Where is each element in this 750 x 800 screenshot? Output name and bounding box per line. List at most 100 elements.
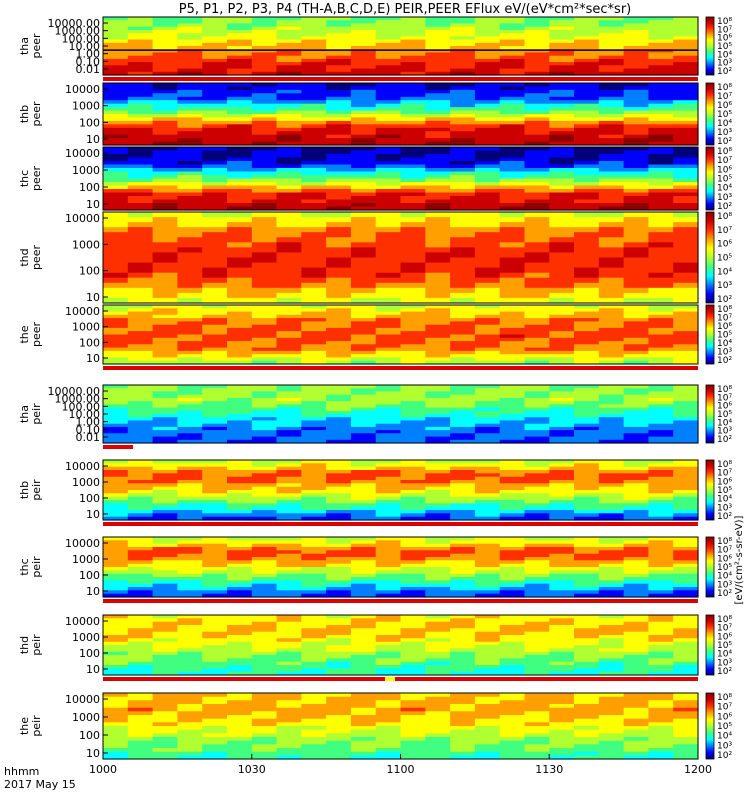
panel-probe-label: tha	[18, 405, 31, 423]
heatmap-cell	[450, 33, 476, 37]
heatmap-cell	[400, 463, 426, 468]
heatmap-cell	[375, 711, 402, 716]
heatmap-cell	[326, 628, 352, 633]
heatmap-cell	[326, 262, 352, 269]
heatmap-cell	[648, 423, 674, 428]
heatmap-cell	[350, 39, 377, 44]
heatmap-cell	[276, 350, 302, 355]
heatmap-cell	[227, 344, 253, 349]
heatmap-cell	[598, 65, 625, 70]
heatmap-cell	[623, 503, 649, 508]
heatmap-cell	[450, 430, 476, 434]
heatmap-cell	[450, 496, 476, 501]
heatmap-cell	[350, 496, 377, 501]
heatmap-cell	[673, 199, 699, 204]
heatmap-cell	[127, 192, 154, 197]
heatmap-cell	[450, 150, 476, 155]
heatmap-cell	[301, 641, 327, 646]
heatmap-cell	[326, 292, 352, 299]
heatmap-cell	[598, 722, 625, 727]
heatmap-cell	[450, 147, 476, 152]
heatmap-cell	[598, 161, 625, 166]
heatmap-cell	[673, 748, 699, 753]
heatmap-cell	[524, 247, 550, 254]
heatmap-cell	[425, 751, 451, 756]
heatmap-cell	[276, 347, 302, 352]
heatmap-cell	[350, 314, 377, 319]
heatmap-cell	[474, 516, 501, 521]
heatmap-cell	[623, 580, 649, 585]
heatmap-cell	[673, 182, 699, 187]
heatmap-cell	[177, 420, 203, 425]
heatmap-cell	[574, 199, 600, 204]
heatmap-cell	[400, 638, 426, 643]
heatmap-cell	[375, 631, 402, 636]
heatmap-cell	[177, 55, 203, 60]
heatmap-cell	[276, 217, 302, 223]
heatmap-cell	[425, 500, 451, 504]
heatmap-cell	[103, 700, 129, 705]
colorbar-tick-label: 10⁵	[717, 722, 732, 732]
heatmap-cell	[103, 321, 129, 326]
heatmap-cell	[350, 718, 377, 723]
heatmap-cell	[301, 321, 327, 326]
heatmap-cell	[127, 711, 154, 716]
heatmap-cell	[400, 206, 426, 211]
heatmap-cell	[326, 138, 352, 143]
heatmap-cell	[524, 203, 550, 208]
heatmap-cell	[276, 110, 302, 115]
heatmap-cell	[499, 466, 526, 471]
heatmap-cell	[450, 577, 476, 581]
heatmap-cell	[103, 567, 129, 571]
heatmap-cell	[425, 232, 451, 238]
heatmap-cell	[103, 292, 129, 299]
heatmap-cell	[450, 436, 476, 441]
heatmap-cell	[276, 751, 302, 756]
heatmap-cell	[177, 107, 203, 112]
heatmap-cell	[103, 26, 129, 31]
heatmap-cell	[598, 496, 625, 501]
heatmap-cell	[673, 157, 699, 162]
heatmap-cell	[400, 537, 426, 541]
heatmap-cell	[375, 341, 402, 345]
heatmap-cell	[251, 252, 278, 259]
heatmap-cell	[499, 68, 526, 73]
heatmap-cell	[251, 29, 278, 34]
heatmap-cell	[326, 26, 352, 31]
heatmap-cell	[450, 311, 476, 316]
heatmap-cell	[450, 141, 476, 146]
heatmap-cell	[375, 397, 402, 402]
heatmap-cell	[474, 308, 501, 313]
heatmap-cell	[152, 65, 178, 70]
heatmap-cell	[574, 567, 600, 571]
heatmap-cell	[177, 423, 203, 428]
heatmap-cell	[227, 547, 253, 551]
heatmap-cell	[549, 740, 575, 745]
heatmap-cell	[549, 68, 575, 73]
heatmap-cell	[127, 232, 154, 238]
heatmap-cell	[524, 96, 550, 101]
heatmap-cell	[499, 567, 526, 571]
heatmap-cell	[648, 252, 674, 259]
heatmap-cell	[400, 503, 426, 508]
heatmap-cell	[326, 543, 352, 548]
heatmap-cell	[326, 227, 352, 233]
heatmap-cell	[450, 500, 476, 504]
heatmap-cell	[450, 157, 476, 162]
heatmap-cell	[152, 711, 178, 716]
heatmap-cell	[474, 103, 501, 108]
heatmap-cell	[276, 506, 302, 511]
heatmap-cell	[276, 39, 302, 44]
heatmap-cell	[227, 58, 253, 63]
y-tick-label: 10.00	[69, 40, 101, 53]
heatmap-cell	[251, 621, 278, 626]
heatmap-cell	[524, 729, 550, 734]
heatmap-cell	[227, 385, 253, 389]
heatmap-cell	[450, 247, 476, 254]
heatmap-cell	[227, 203, 253, 208]
heatmap-cell	[202, 189, 228, 194]
heatmap-cell	[598, 55, 625, 60]
heatmap-cell	[549, 510, 575, 514]
heatmap-cell	[103, 707, 129, 712]
heatmap-cell	[673, 385, 699, 389]
